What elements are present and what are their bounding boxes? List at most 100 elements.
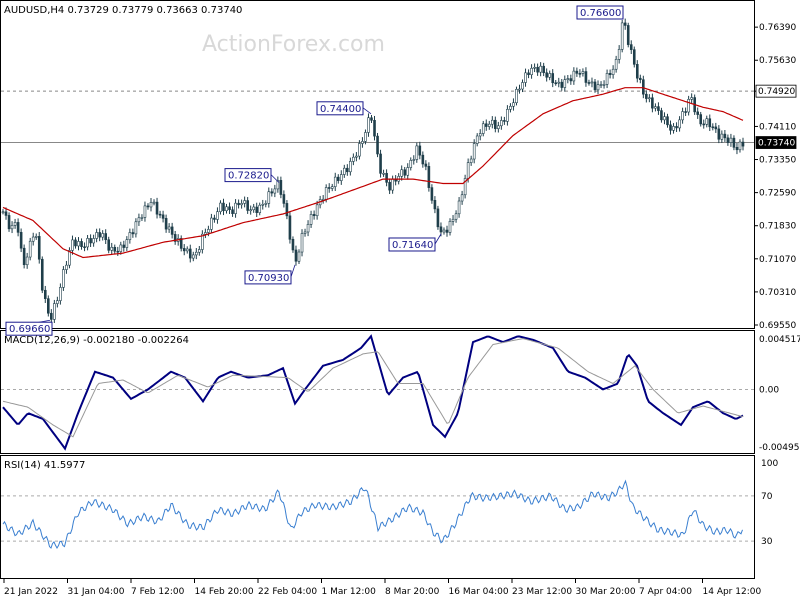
candle [59,283,62,305]
candle [738,139,742,153]
candle [475,133,479,147]
candle [74,237,77,249]
level-tag-label: 0.74920 [758,87,795,97]
candle [566,74,570,84]
candle [548,70,551,81]
candle [188,244,192,263]
candle [261,199,265,210]
price-tick-label: 0.76390 [759,23,796,33]
candle [170,222,174,239]
candle [336,174,340,184]
candle [116,246,120,256]
time-tick-label: 14 Apr 12:00 [703,587,762,597]
candle [204,228,207,239]
candle [657,102,660,115]
candle [110,242,114,255]
candle [288,211,292,244]
price-annotation: 0.70930 [244,264,296,285]
macd-axis: 0.004517 0.00 -0.00495 [759,335,800,453]
rsi-axis: 100 70 30 [761,459,778,547]
candle [98,228,101,242]
candle [346,164,349,176]
time-tick-label: 23 Mar 12:00 [512,587,572,597]
candle [557,77,561,88]
annotation-label: 0.76600 [580,8,621,19]
candle [231,206,234,217]
candle [155,197,159,219]
candle [530,64,533,79]
candle [291,236,295,253]
signal-line [2,338,744,438]
candle [605,69,609,89]
candle [101,230,104,241]
candle [22,244,26,269]
candle [47,295,50,317]
annotation-label: 0.69660 [9,324,50,335]
candle [333,172,337,191]
candle [113,244,117,254]
price-tick-label: 0.74110 [759,122,796,132]
candle [297,249,301,265]
candle [666,113,669,128]
candle [596,80,600,95]
candle [152,199,156,206]
candle [569,74,573,85]
candle [578,69,582,78]
candle [361,137,364,148]
candle [89,234,92,248]
time-tick-label: 1 Mar 12:00 [322,587,377,597]
candle [512,98,515,111]
candle [623,18,627,30]
macd-tick-label: 0.00 [759,385,779,395]
rsi-line [2,479,743,549]
candle [240,199,243,209]
candle [675,122,678,133]
candle [216,207,219,224]
candle [421,151,425,168]
candle [343,164,346,178]
candle [267,187,271,208]
moving-average [2,87,744,259]
candle [300,229,304,257]
candle [134,218,138,238]
candle [25,252,29,269]
candle [581,68,585,77]
price-panel [0,0,755,329]
candle [104,229,107,244]
candle [563,75,567,92]
candle [575,67,579,77]
candle [167,223,171,233]
candle [228,202,231,215]
candle [158,210,162,219]
candle [122,240,126,252]
candle [584,67,588,87]
time-tick-label: 31 Jan 04:00 [68,587,125,597]
candle [382,169,385,177]
candle [699,111,703,127]
rsi-line [1,479,754,549]
candle [161,210,165,223]
candle [68,247,71,269]
candle [28,237,32,261]
candle [545,68,548,82]
candle [521,79,524,93]
candle [201,230,204,254]
price-annotation: 0.71640 [388,233,442,252]
candle [249,205,252,215]
candle [494,116,497,133]
candle [645,90,648,103]
candle [445,225,449,237]
candle [629,40,633,54]
candle [83,242,86,252]
candle [234,199,237,218]
candle [71,235,74,255]
candle [430,184,434,204]
watermark: ActionForex.com [202,32,385,57]
candle [222,198,225,216]
annotation-label: 0.71640 [392,240,433,251]
candle [533,63,536,73]
candle [379,149,382,178]
candle [252,203,255,213]
time-tick-label: 7 Apr 04:00 [639,587,692,597]
time-tick-label: 30 Mar 20:00 [576,587,636,597]
